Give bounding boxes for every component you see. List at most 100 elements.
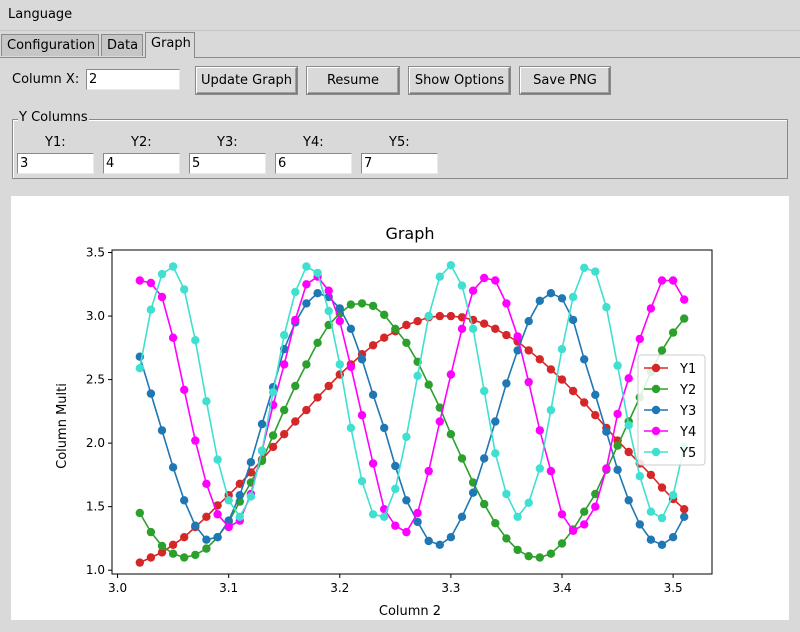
- x-tick-label: 3.5: [664, 581, 683, 595]
- menu-bar: Language: [0, 0, 800, 31]
- tab-graph[interactable]: Graph: [145, 32, 195, 58]
- data-point-y4: [546, 466, 556, 476]
- data-point-y2: [313, 338, 322, 347]
- data-point-y3: [402, 496, 411, 505]
- data-point-y4: [335, 317, 344, 326]
- plot-canvas: Graph Column 2 Column Multi 3.0 3.1 3.2 3.3…: [11, 196, 789, 620]
- data-point-y5: [535, 464, 544, 473]
- data-point-y3: [580, 355, 589, 364]
- update-graph-button[interactable]: Update Graph: [196, 67, 297, 94]
- data-point-y4: [657, 276, 667, 285]
- data-point-y4: [402, 527, 411, 537]
- data-point-y2: [446, 430, 456, 439]
- data-point-y5: [357, 477, 367, 486]
- column-x-input[interactable]: [86, 69, 180, 90]
- data-point-y2: [546, 549, 556, 558]
- data-point-y2: [591, 489, 600, 499]
- data-point-y5: [368, 510, 378, 519]
- data-point-y5: [546, 405, 556, 415]
- y-columns-group: [12, 119, 788, 179]
- data-point-y4: [502, 299, 511, 308]
- data-point-y4: [680, 295, 689, 304]
- x-axis-label: Column 2: [379, 604, 441, 619]
- tab-data[interactable]: Data: [101, 34, 143, 56]
- graph-tab-panel: [0, 57, 800, 632]
- data-point-y1: [557, 375, 567, 384]
- data-point-y4: [591, 502, 600, 511]
- data-point-y3: [368, 390, 378, 399]
- y2-input[interactable]: [103, 153, 180, 174]
- data-point-y1: [591, 411, 600, 420]
- data-point-y2: [268, 431, 278, 440]
- data-point-y5: [424, 311, 433, 321]
- data-point-y3: [480, 454, 489, 463]
- data-point-y3: [302, 299, 311, 308]
- data-point-y5: [480, 386, 489, 396]
- data-point-y5: [180, 285, 189, 294]
- y5-label: Y5:: [389, 135, 410, 150]
- data-point-y1: [313, 393, 322, 402]
- data-point-y4: [368, 459, 378, 468]
- data-point-y2: [357, 299, 367, 308]
- data-point-y3: [413, 517, 422, 527]
- data-point-y3: [335, 304, 344, 313]
- y-tick-label: 3.0: [86, 309, 105, 323]
- x-tick-label: 3.3: [441, 581, 460, 595]
- data-point-y4: [468, 286, 478, 295]
- data-point-y5: [213, 455, 222, 464]
- x-tick-label: 3.0: [108, 581, 127, 595]
- data-point-y5: [146, 305, 156, 314]
- resume-button[interactable]: Resume: [307, 67, 399, 94]
- data-point-y1: [435, 311, 444, 321]
- data-point-y3: [313, 289, 322, 298]
- save-png-button[interactable]: Save PNG: [520, 67, 610, 94]
- data-point-y5: [246, 492, 256, 501]
- data-point-y4: [291, 315, 300, 325]
- data-point-y4: [624, 374, 633, 383]
- data-point-y4: [391, 521, 400, 530]
- tab-bar: Configuration Data Graph: [0, 32, 800, 58]
- y4-input[interactable]: [275, 153, 352, 174]
- data-point-y5: [602, 303, 611, 312]
- show-options-button[interactable]: Show Options: [409, 67, 510, 94]
- data-point-y4: [524, 377, 533, 387]
- y1-input[interactable]: [17, 153, 94, 174]
- data-point-y5: [468, 324, 478, 333]
- data-point-y1: [302, 405, 311, 415]
- data-point-y3: [535, 296, 544, 305]
- data-point-y3: [602, 427, 611, 436]
- data-point-y5: [268, 388, 278, 397]
- y3-input[interactable]: [189, 153, 266, 174]
- data-point-y3: [557, 294, 567, 303]
- data-point-y4: [646, 304, 656, 313]
- legend-label-y5: Y5: [679, 446, 696, 461]
- data-point-y1: [657, 483, 667, 492]
- data-point-y5: [291, 287, 300, 297]
- tab-configuration[interactable]: Configuration: [1, 34, 99, 56]
- data-point-y3: [446, 533, 456, 542]
- data-point-y3: [524, 317, 533, 326]
- data-point-y5: [557, 344, 567, 354]
- y4-label: Y4:: [303, 135, 324, 150]
- data-point-y2: [424, 380, 433, 389]
- menu-language[interactable]: Language: [8, 7, 73, 22]
- data-point-y3: [635, 520, 644, 529]
- y-columns-title: Y Columns: [18, 110, 89, 125]
- data-point-y2: [502, 534, 511, 543]
- data-point-y1: [413, 317, 422, 326]
- data-point-y5: [635, 472, 644, 481]
- data-point-y3: [191, 521, 200, 530]
- data-point-y5: [302, 262, 311, 271]
- y5-input[interactable]: [361, 153, 438, 174]
- data-point-y5: [613, 361, 622, 370]
- data-point-y4: [491, 276, 500, 285]
- data-point-y1: [202, 512, 211, 521]
- data-point-y4: [557, 510, 567, 519]
- data-point-y5: [335, 360, 344, 369]
- data-point-y1: [524, 346, 533, 355]
- data-point-y5: [257, 446, 267, 455]
- data-point-y4: [413, 508, 422, 518]
- data-point-y5: [413, 371, 422, 380]
- series-line-y3: [139, 292, 685, 546]
- data-point-y5: [235, 512, 244, 521]
